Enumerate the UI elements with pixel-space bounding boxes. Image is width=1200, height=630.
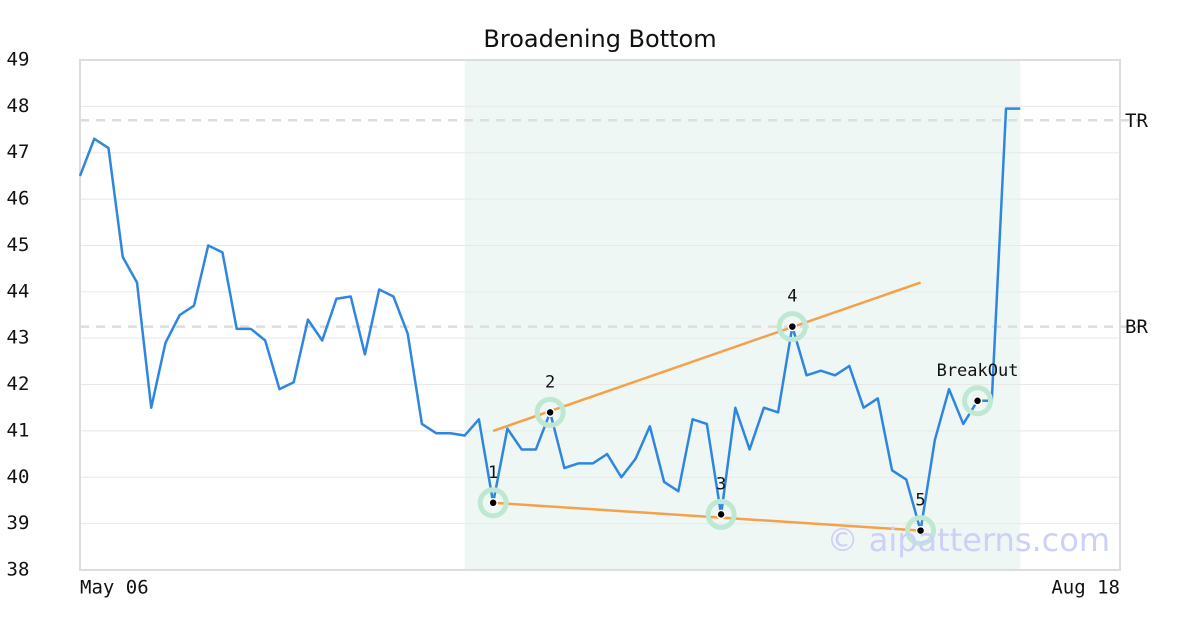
y-tick-label: 38 xyxy=(7,559,30,581)
trend-line xyxy=(492,281,921,433)
point-halo xyxy=(962,385,994,417)
point-dot xyxy=(488,498,498,508)
point-dot xyxy=(972,396,983,406)
point-label: BreakOut xyxy=(937,361,1019,381)
y-tick-label: 45 xyxy=(7,234,30,256)
level-label: TR xyxy=(1125,110,1148,132)
point-label: 3 xyxy=(716,474,726,494)
watermark: © aipatterns.com xyxy=(827,521,1110,559)
point-halo xyxy=(705,498,737,530)
y-tick-label: 44 xyxy=(7,280,30,302)
y-tick-label: 48 xyxy=(7,95,30,117)
y-tick-label: 47 xyxy=(7,141,30,163)
y-tick-label: 40 xyxy=(7,466,30,488)
point-halo xyxy=(776,311,808,343)
point-label: 2 xyxy=(545,372,555,392)
y-tick-label: 41 xyxy=(7,419,30,441)
point-label: 5 xyxy=(915,491,925,511)
pattern-region xyxy=(464,60,1021,570)
point-dot xyxy=(787,321,798,332)
chart-title: Broadening Bottom xyxy=(483,25,716,53)
plot-frame xyxy=(79,59,1121,571)
y-tick-label: 49 xyxy=(7,49,30,71)
level-label: BR xyxy=(1125,316,1148,338)
y-tick-label: 42 xyxy=(7,373,30,395)
y-tick-label: 43 xyxy=(7,327,30,349)
point-halo xyxy=(905,515,937,547)
y-tick-label: 39 xyxy=(7,512,30,534)
point-label: 4 xyxy=(787,287,797,307)
point-dot xyxy=(915,525,926,536)
point-dot xyxy=(545,407,555,418)
x-tick-label: Aug 18 xyxy=(1051,577,1120,599)
point-dot xyxy=(716,509,726,520)
x-tick-label: May 06 xyxy=(80,577,149,599)
y-tick-label: 46 xyxy=(7,188,30,210)
point-halo xyxy=(534,396,566,428)
point-halo xyxy=(477,487,509,519)
point-label: 1 xyxy=(488,463,498,483)
